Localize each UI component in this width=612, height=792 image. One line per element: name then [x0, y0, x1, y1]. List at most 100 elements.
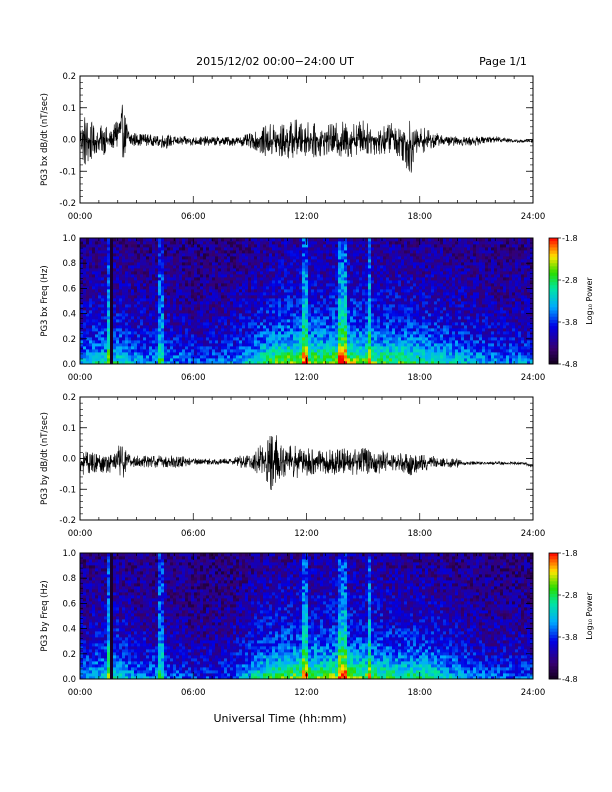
heatmap-cell	[269, 349, 272, 352]
heatmap-cell	[320, 259, 323, 262]
heatmap-cell	[221, 331, 224, 334]
heatmap-cell	[227, 355, 230, 358]
heatmap-cell	[353, 301, 356, 304]
heatmap-cell	[254, 295, 257, 298]
heatmap-cell	[98, 304, 101, 307]
heatmap-cell	[143, 358, 146, 361]
heatmap-cell	[140, 259, 143, 262]
heatmap-cell	[314, 301, 317, 304]
heatmap-cell	[299, 337, 302, 340]
heatmap-cell	[131, 331, 134, 334]
heatmap-cell	[113, 253, 116, 256]
heatmap-cell	[368, 352, 371, 355]
heatmap-cell	[269, 346, 272, 349]
heatmap-cell	[338, 274, 341, 277]
heatmap-cell	[356, 316, 359, 319]
heatmap-cell	[311, 253, 314, 256]
heatmap-cell	[83, 268, 86, 271]
heatmap-cell	[143, 262, 146, 265]
heatmap-cell	[182, 277, 185, 280]
heatmap-cell	[410, 340, 413, 343]
heatmap-cell	[86, 274, 89, 277]
heatmap-cell	[209, 331, 212, 334]
heatmap-cell	[380, 355, 383, 358]
heatmap-cell	[185, 250, 188, 253]
heatmap-cell	[164, 355, 167, 358]
heatmap-cell	[323, 322, 326, 325]
heatmap-cell	[233, 340, 236, 343]
heatmap-cell	[197, 340, 200, 343]
heatmap-cell	[128, 247, 131, 250]
heatmap-cell	[89, 280, 92, 283]
heatmap-cell	[410, 355, 413, 358]
heatmap-cell	[149, 289, 152, 292]
heatmap-cell	[137, 355, 140, 358]
heatmap-cell	[215, 265, 218, 268]
heatmap-cell	[116, 256, 119, 259]
heatmap-cell	[368, 265, 371, 268]
heatmap-cell	[230, 334, 233, 337]
heatmap-cell	[155, 247, 158, 250]
heatmap-cell	[374, 325, 377, 328]
heatmap-cell	[86, 283, 89, 286]
heatmap-cell	[419, 292, 422, 295]
heatmap-cell	[116, 331, 119, 334]
heatmap-cell	[305, 334, 308, 337]
heatmap-cell	[209, 271, 212, 274]
heatmap-cell	[383, 277, 386, 280]
heatmap-cell	[164, 325, 167, 328]
heatmap-cell	[155, 328, 158, 331]
heatmap-cell	[245, 322, 248, 325]
heatmap-cell	[140, 310, 143, 313]
heatmap-cell	[224, 295, 227, 298]
heatmap-cell	[362, 352, 365, 355]
heatmap-cell	[191, 319, 194, 322]
heatmap-cell	[164, 271, 167, 274]
heatmap-cell	[377, 346, 380, 349]
heatmap-cell	[380, 337, 383, 340]
heatmap-cell	[374, 271, 377, 274]
heatmap-cell	[218, 277, 221, 280]
heatmap-cell	[188, 259, 191, 262]
heatmap-cell	[236, 250, 239, 253]
heatmap-cell	[140, 262, 143, 265]
heatmap-cell	[344, 244, 347, 247]
heatmap-cell	[191, 355, 194, 358]
heatmap-cell	[284, 283, 287, 286]
heatmap-cell	[287, 358, 290, 361]
heatmap-cell	[311, 358, 314, 361]
heatmap-cell	[266, 259, 269, 262]
heatmap-cell	[299, 241, 302, 244]
heatmap-cell	[323, 331, 326, 334]
heatmap-cell	[194, 340, 197, 343]
heatmap-cell	[98, 286, 101, 289]
heatmap-cell	[233, 346, 236, 349]
heatmap-cell	[338, 256, 341, 259]
heatmap-cell	[206, 337, 209, 340]
heatmap-cell	[149, 349, 152, 352]
heatmap-cell	[80, 355, 83, 358]
heatmap-cell	[212, 292, 215, 295]
heatmap-cell	[86, 292, 89, 295]
heatmap-cell	[380, 340, 383, 343]
heatmap-cell	[140, 274, 143, 277]
heatmap-cell	[146, 304, 149, 307]
heatmap-cell	[317, 313, 320, 316]
heatmap-cell	[125, 349, 128, 352]
heatmap-cell	[347, 340, 350, 343]
heatmap-cell	[122, 241, 125, 244]
heatmap-cell	[185, 274, 188, 277]
heatmap-cell	[332, 322, 335, 325]
heatmap-cell	[233, 256, 236, 259]
heatmap-cell	[197, 316, 200, 319]
heatmap-cell	[251, 322, 254, 325]
heatmap-cell	[305, 289, 308, 292]
heatmap-cell	[176, 286, 179, 289]
heatmap-cell	[140, 265, 143, 268]
heatmap-cell	[425, 310, 428, 313]
heatmap-cell	[308, 340, 311, 343]
heatmap-cell	[386, 277, 389, 280]
heatmap-cell	[218, 283, 221, 286]
heatmap-cell	[86, 253, 89, 256]
heatmap-cell	[296, 298, 299, 301]
